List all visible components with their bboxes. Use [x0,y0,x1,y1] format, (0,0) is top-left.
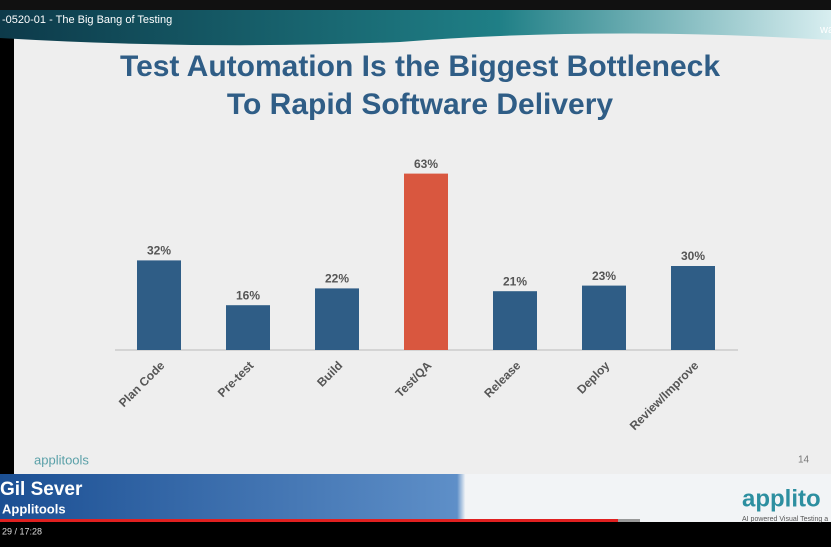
slide-logo: applitools [34,452,89,467]
lower-third [0,474,831,522]
value-label: 16% [236,288,260,302]
value-label: 32% [147,244,171,258]
bar [582,285,626,350]
chart-title: Test Automation Is the Biggest Bottlenec… [120,50,720,83]
chart-subtitle: To Rapid Software Delivery [227,88,614,121]
brand-logo: applito [742,485,821,512]
video-title[interactable]: -0520-01 - The Big Bang of Testing [2,14,172,26]
value-label: 22% [325,272,349,286]
bar [493,291,537,350]
slide-header [0,8,831,46]
value-label: 63% [414,157,438,171]
bar [315,288,359,350]
brand-tagline: AI powered Visual Testing a [742,516,828,523]
channel[interactable]: wa [819,24,831,36]
speaker-company: Applitools [2,501,66,516]
value-label: 23% [592,269,616,283]
speaker-name: Gil Sever [0,479,83,500]
top-bar [0,0,831,10]
bar [671,266,715,350]
bar [226,305,270,350]
value-label: 30% [681,249,705,263]
slide-page: 14 [798,455,810,466]
value-label: 21% [503,274,527,288]
bar [137,260,181,350]
bar [404,173,448,350]
video-time: 29 / 17:28 [2,526,42,536]
progress-played[interactable] [0,519,618,522]
